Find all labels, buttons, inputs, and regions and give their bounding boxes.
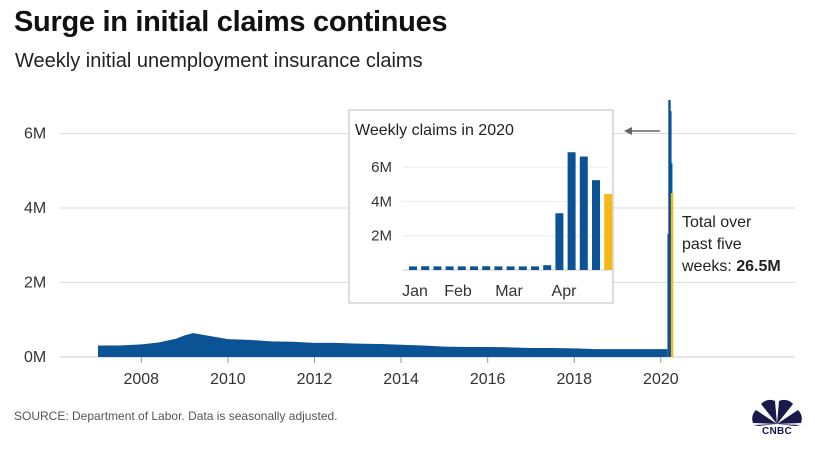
- inset-chart: Weekly claims in 2020 2M 4M 6M Jan Feb Mar Ap…: [348, 109, 614, 304]
- inset-bar: [433, 266, 442, 270]
- inset-bar: [445, 266, 454, 270]
- y-tick-label: 2M: [24, 275, 46, 292]
- x-axis-ticks: 2008 2010 2012 2014 2016 2018 2020: [123, 357, 679, 388]
- claims-area: [98, 333, 668, 357]
- inset-x-ticks: Jan Feb Mar Apr: [402, 283, 577, 300]
- inset-bar-highlight: [604, 194, 613, 270]
- inset-bar: [470, 266, 478, 270]
- x-tick-label: 2014: [383, 371, 419, 388]
- inset-y-tick-label: 2M: [371, 228, 392, 245]
- total-annotation: Total over past five weeks: 26.5M: [682, 212, 812, 278]
- inset-y-tick-label: 4M: [371, 193, 392, 210]
- inset-bar: [457, 266, 466, 270]
- chart-title: Surge in initial claims continues: [14, 6, 448, 38]
- inset-bar: [518, 266, 527, 270]
- inset-bar: [531, 266, 539, 270]
- x-tick-label: 2016: [470, 371, 506, 388]
- inset-y-tick-label: 6M: [371, 159, 392, 176]
- inset-x-tick-label: Feb: [444, 283, 472, 300]
- y-tick-label: 0M: [24, 349, 46, 366]
- inset-bar: [592, 180, 600, 270]
- logo-text: CNBC: [761, 426, 793, 437]
- inset-bar: [567, 152, 576, 270]
- inset-bars: [409, 152, 613, 270]
- inset-bar: [482, 266, 491, 270]
- inset-bar: [409, 266, 417, 270]
- cnbc-peacock-icon: [752, 399, 802, 426]
- inset-title: Weekly claims in 2020: [355, 122, 514, 139]
- annotation-total-value: 26.5M: [736, 258, 781, 275]
- inset-x-tick-label: Apr: [552, 283, 578, 300]
- inset-bar: [555, 213, 564, 270]
- inset-y-ticks: 2M 4M 6M: [371, 159, 392, 245]
- x-tick-label: 2020: [643, 371, 679, 388]
- x-tick-label: 2012: [297, 371, 333, 388]
- y-tick-label: 4M: [24, 200, 46, 217]
- inset-bar: [579, 156, 588, 270]
- spike-bar-highlight: [670, 193, 674, 357]
- y-tick-label: 6M: [24, 126, 46, 143]
- inset-bar: [506, 266, 515, 270]
- spike-series: [667, 100, 674, 357]
- y-axis-ticks: 0M 2M 4M 6M: [24, 126, 46, 366]
- x-tick-label: 2010: [210, 371, 246, 388]
- inset-bar: [421, 266, 430, 270]
- x-tick-label: 2008: [123, 371, 159, 388]
- inset-bar: [543, 265, 552, 270]
- inset-x-tick-label: Mar: [495, 283, 523, 300]
- source-note: SOURCE: Department of Labor. Data is sea…: [14, 409, 338, 423]
- annotation-line-3-prefix: weeks:: [682, 258, 737, 275]
- chart-subtitle: Weekly initial unemployment insurance cl…: [15, 50, 423, 72]
- main-chart: 0M 2M 4M 6M 2008 2010 2012 2014 2016 2018 2020 We…: [24, 100, 795, 388]
- inset-bar: [494, 266, 503, 270]
- annotation-line-1: Total over: [682, 214, 752, 231]
- arrow-icon: [624, 127, 660, 135]
- area-series: [98, 333, 668, 357]
- x-tick-label: 2018: [556, 371, 592, 388]
- annotation-line-2: past five: [682, 236, 742, 253]
- inset-x-tick-label: Jan: [402, 283, 428, 300]
